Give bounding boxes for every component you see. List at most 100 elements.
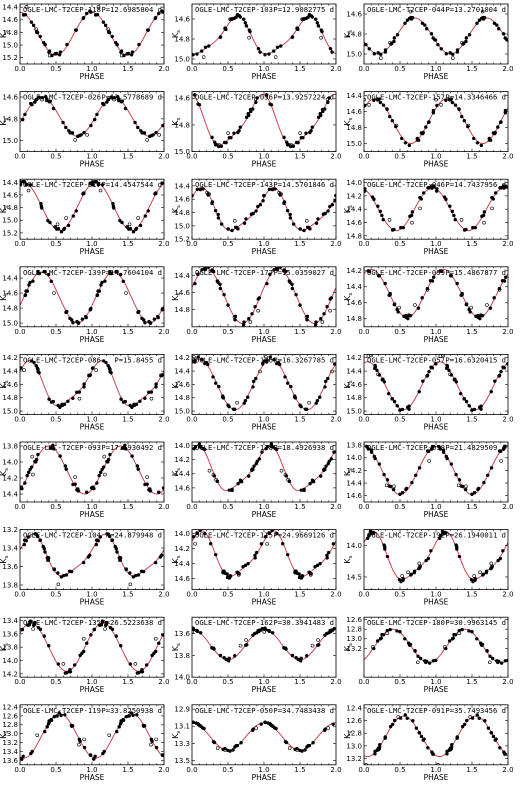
data-point	[145, 482, 149, 486]
data-point	[154, 385, 158, 389]
data-point	[269, 442, 274, 446]
y-tick-label: 14.6	[346, 492, 362, 500]
data-point	[28, 280, 32, 285]
x-tick-label: 0.5	[394, 65, 405, 73]
data-point	[210, 201, 214, 205]
outlier-point	[394, 123, 399, 128]
x-axis-label: PHASE	[424, 685, 449, 694]
data-point	[70, 131, 75, 135]
data-point	[197, 723, 202, 727]
x-tick-label: 2.0	[330, 153, 341, 161]
x-tick-label: 1.5	[294, 678, 305, 686]
data-point	[139, 669, 144, 674]
data-point	[254, 462, 258, 466]
data-point	[426, 556, 431, 561]
panel-period: P=18.4926938 d	[273, 443, 334, 452]
outlier-point	[77, 742, 81, 747]
data-point	[254, 209, 258, 213]
data-point	[32, 360, 36, 365]
data-point	[445, 363, 449, 368]
x-tick-label: 1.0	[430, 65, 441, 73]
data-point	[65, 42, 69, 47]
data-point	[123, 106, 128, 111]
data-point	[203, 267, 208, 272]
data-point	[479, 313, 483, 317]
x-tick-label: 0.0	[358, 240, 369, 248]
data-point	[376, 204, 380, 208]
outlier-point	[457, 631, 461, 636]
data-point	[273, 446, 277, 451]
data-point	[67, 129, 71, 133]
data-point	[445, 366, 449, 371]
outlier-point	[31, 627, 35, 631]
data-point	[422, 191, 426, 195]
data-point	[490, 656, 495, 661]
data-point	[433, 38, 437, 42]
data-point	[390, 228, 395, 232]
data-point	[65, 309, 69, 314]
panel-period: P=15.4867877 d	[445, 268, 506, 277]
y-tick-label: 15.0	[346, 50, 362, 58]
data-point	[228, 574, 233, 578]
x-tick-label: 0.0	[14, 678, 25, 686]
data-point	[367, 533, 371, 537]
data-point	[37, 271, 42, 276]
data-points	[193, 266, 334, 327]
data-point	[257, 629, 261, 634]
data-point	[100, 280, 104, 285]
data-point	[193, 445, 198, 449]
data-point	[135, 464, 139, 468]
data-point	[258, 203, 263, 207]
data-point	[148, 321, 153, 325]
data-point	[66, 223, 71, 228]
data-point	[420, 21, 425, 25]
x-tick-label: 1.5	[466, 328, 477, 336]
data-point	[500, 278, 505, 283]
data-point	[299, 488, 304, 492]
data-point	[119, 644, 123, 648]
data-point	[308, 227, 312, 231]
data-point	[106, 460, 110, 464]
data-point	[138, 399, 142, 404]
data-point	[64, 125, 68, 130]
data-point	[372, 98, 376, 102]
y-tick-label: 15.0	[174, 222, 190, 230]
data-point	[137, 670, 141, 675]
data-point	[153, 15, 158, 20]
panel-8: 0.0 0.5 1.0 1.5 2.0 14.0 14.2 14.4 14.6 14.8 OGLE-…	[343, 178, 514, 256]
data-points	[192, 187, 336, 233]
x-tick-label: 2.0	[330, 591, 341, 599]
data-point	[506, 362, 508, 366]
y-axis-label: Ks	[343, 117, 354, 125]
data-point	[236, 481, 240, 486]
y-axis-label: Ks	[171, 380, 182, 388]
x-tick-label: 0.5	[394, 328, 405, 336]
data-points	[364, 9, 508, 60]
y-tick-label: 13.4	[2, 617, 18, 625]
data-points	[366, 354, 508, 412]
panel-title: OGLE-LMC-T2CEP-050	[195, 706, 273, 715]
data-point	[108, 626, 113, 630]
outlier-point	[154, 636, 158, 641]
data-points	[20, 443, 164, 494]
data-point	[30, 102, 34, 107]
data-point	[76, 134, 80, 139]
outlier-point	[256, 308, 260, 313]
data-point	[263, 53, 267, 57]
data-point	[311, 479, 316, 484]
data-point	[148, 134, 152, 139]
outlier-point	[499, 459, 503, 463]
data-point	[451, 52, 455, 56]
data-point	[31, 623, 36, 628]
data-point	[364, 42, 368, 47]
outlier-point	[128, 582, 133, 587]
data-point	[376, 51, 380, 55]
x-tick-label: 1.0	[86, 328, 97, 336]
panel-period: P=17.5930492 d	[101, 443, 162, 452]
y-tick-label: 14.2	[174, 354, 190, 362]
data-point	[139, 129, 143, 133]
x-tick-label: 2.0	[330, 678, 341, 686]
data-point	[104, 360, 108, 365]
data-point	[150, 739, 154, 743]
data-point	[367, 47, 371, 51]
